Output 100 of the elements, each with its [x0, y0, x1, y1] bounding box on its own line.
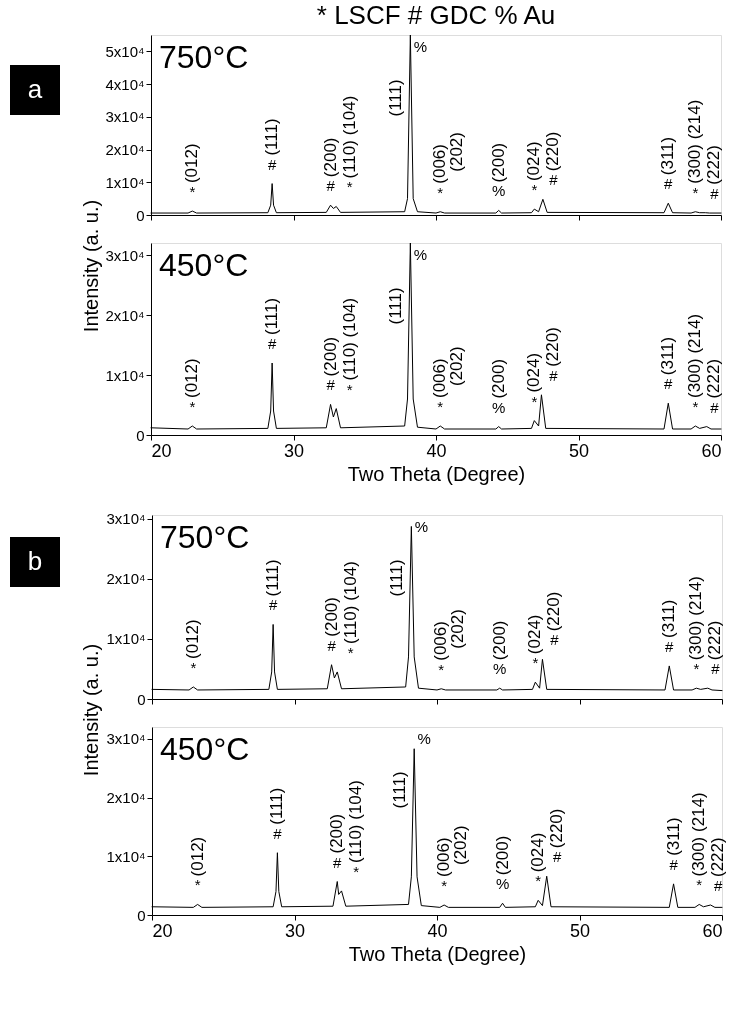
- annotation: #: [669, 855, 679, 873]
- annotation: 750°C: [160, 519, 250, 555]
- annotation: (111): [386, 79, 406, 117]
- x-tick-label: 60: [701, 440, 722, 461]
- y-tick-label: 3x10⁴: [106, 730, 146, 748]
- annotation: (300) (214): [689, 792, 709, 877]
- annotation: (012): [187, 836, 207, 877]
- annotation: (202): [448, 609, 468, 649]
- annotation: %: [414, 518, 429, 535]
- y-tick-label: 2x10⁴: [105, 141, 145, 159]
- annotation: #: [710, 398, 720, 416]
- annotation: (220): [543, 327, 563, 367]
- x-tick-label: 30: [283, 440, 305, 461]
- annotation: (111): [263, 559, 283, 597]
- y-tick-label: 0: [137, 690, 146, 708]
- annotation: *: [194, 876, 201, 894]
- x-axis-title: Two Theta (Degree): [347, 462, 526, 485]
- annotation: (111): [262, 118, 282, 156]
- x-tick-label: 30: [284, 920, 306, 941]
- annotation: %: [413, 38, 428, 55]
- annotation: (200): [488, 142, 508, 183]
- annotation: 450°C: [159, 247, 249, 283]
- annotation: (202): [447, 132, 467, 172]
- annotation: #: [664, 175, 674, 193]
- annotation: (220): [543, 131, 563, 172]
- annotation: #: [267, 335, 277, 352]
- annotation: (012): [182, 358, 202, 398]
- annotation: #: [549, 171, 559, 189]
- annotation: #: [268, 596, 278, 614]
- annotation: #: [273, 824, 283, 842]
- annotation: (111): [387, 559, 407, 597]
- annotation: (200): [320, 137, 340, 178]
- annotation: *: [437, 398, 444, 415]
- annotation: *: [189, 398, 196, 415]
- annotation: (200): [327, 813, 347, 854]
- annotation: (200): [320, 336, 340, 377]
- annotation: (220): [544, 591, 564, 632]
- annotation: (222): [704, 145, 724, 185]
- y-tick-label: 3x10⁴: [105, 246, 145, 264]
- annotation: (111): [262, 297, 282, 335]
- y-tick-label: 1x10⁴: [106, 630, 146, 648]
- y-tick-label: 1x10⁴: [105, 173, 145, 191]
- annotation: (311): [659, 599, 679, 638]
- annotation: 750°C: [159, 39, 249, 75]
- chart-title: * LSCF # GDC % Au: [316, 0, 556, 30]
- y-tick-label: 0: [136, 206, 145, 224]
- y-axis-title: Intensity (a. u.): [80, 643, 102, 777]
- annotation: (012): [182, 143, 202, 184]
- annotation: %: [417, 730, 431, 747]
- annotation: %: [492, 398, 506, 416]
- annotation: #: [327, 636, 337, 654]
- y-tick-label: 3x10⁴: [106, 510, 146, 528]
- annotation: (222): [704, 358, 724, 399]
- annotation: (024): [524, 141, 544, 182]
- y-tick-label: 3x10⁴: [105, 108, 145, 126]
- annotation: (311): [663, 817, 683, 856]
- y-tick-label: 4x10⁴: [105, 75, 145, 93]
- annotation: %: [413, 246, 428, 263]
- x-tick-label: 60: [702, 920, 723, 941]
- x-tick-label: 50: [569, 920, 591, 941]
- annotation: (024): [525, 614, 545, 655]
- annotation: (202): [451, 825, 471, 866]
- annotation: (200): [489, 620, 509, 661]
- annotation: (311): [658, 336, 678, 376]
- annotation: *: [346, 178, 353, 196]
- annotation: *: [438, 660, 445, 678]
- annotation: #: [711, 660, 721, 678]
- annotation: *: [441, 877, 448, 895]
- annotation: #: [326, 376, 336, 394]
- annotation: *: [347, 643, 354, 661]
- annotation: *: [532, 654, 539, 672]
- annotation: (311): [658, 136, 678, 176]
- annotation: *: [189, 183, 196, 201]
- annotation: (012): [183, 619, 203, 659]
- annotation: (222): [708, 837, 728, 878]
- annotation: #: [267, 155, 277, 173]
- annotation: *: [346, 380, 353, 398]
- annotation: (006): [434, 837, 454, 878]
- annotation: (300) (214): [685, 99, 705, 184]
- x-tick-label: 20: [151, 440, 172, 461]
- x-tick-label: 20: [152, 920, 173, 941]
- annotation: #: [553, 848, 562, 866]
- y-tick-label: 1x10⁴: [105, 366, 145, 384]
- y-tick-label: 2x10⁴: [106, 789, 146, 806]
- annotation: (300) (214): [686, 576, 706, 661]
- text: a: [27, 74, 43, 104]
- annotation: *: [353, 862, 360, 880]
- annotation: #: [326, 177, 336, 195]
- annotation: (111): [386, 287, 406, 325]
- annotation: #: [714, 877, 724, 895]
- annotation: %: [495, 875, 510, 893]
- x-tick-label: 50: [568, 440, 590, 461]
- annotation: #: [710, 184, 720, 202]
- annotation: 450°C: [160, 731, 250, 767]
- annotation: %: [492, 182, 506, 200]
- y-tick-label: 5x10⁴: [105, 42, 145, 60]
- x-axis-title: Two Theta (Degree): [348, 942, 527, 965]
- y-tick-label: 0: [136, 426, 145, 444]
- annotation: #: [664, 375, 674, 393]
- annotation: *: [692, 398, 699, 415]
